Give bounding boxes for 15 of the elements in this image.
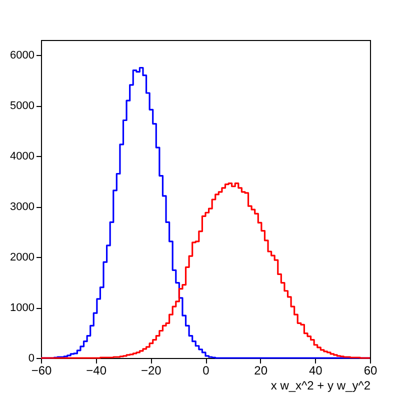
y-tick-label: 0 xyxy=(28,352,34,364)
y-tick-label: 3000 xyxy=(10,201,34,214)
x-tick-label: 40 xyxy=(308,364,323,378)
x-tick-label: 0 xyxy=(202,364,210,378)
y-tick-label: 6000 xyxy=(10,50,34,62)
x-tick-label: −60 xyxy=(31,364,52,378)
x-tick-label: −40 xyxy=(86,364,107,378)
x-axis-title: x w_x^2 + y w_y^2 xyxy=(270,378,371,392)
x-tick-label: 20 xyxy=(254,364,268,378)
y-tick-label: 2000 xyxy=(10,252,34,264)
y-tick-label: 4000 xyxy=(10,150,34,163)
x-tick-label: −20 xyxy=(140,364,162,378)
y-tick-label: 1000 xyxy=(10,302,34,314)
x-tick-label: 60 xyxy=(364,364,378,378)
y-tick-label: 5000 xyxy=(10,100,34,112)
